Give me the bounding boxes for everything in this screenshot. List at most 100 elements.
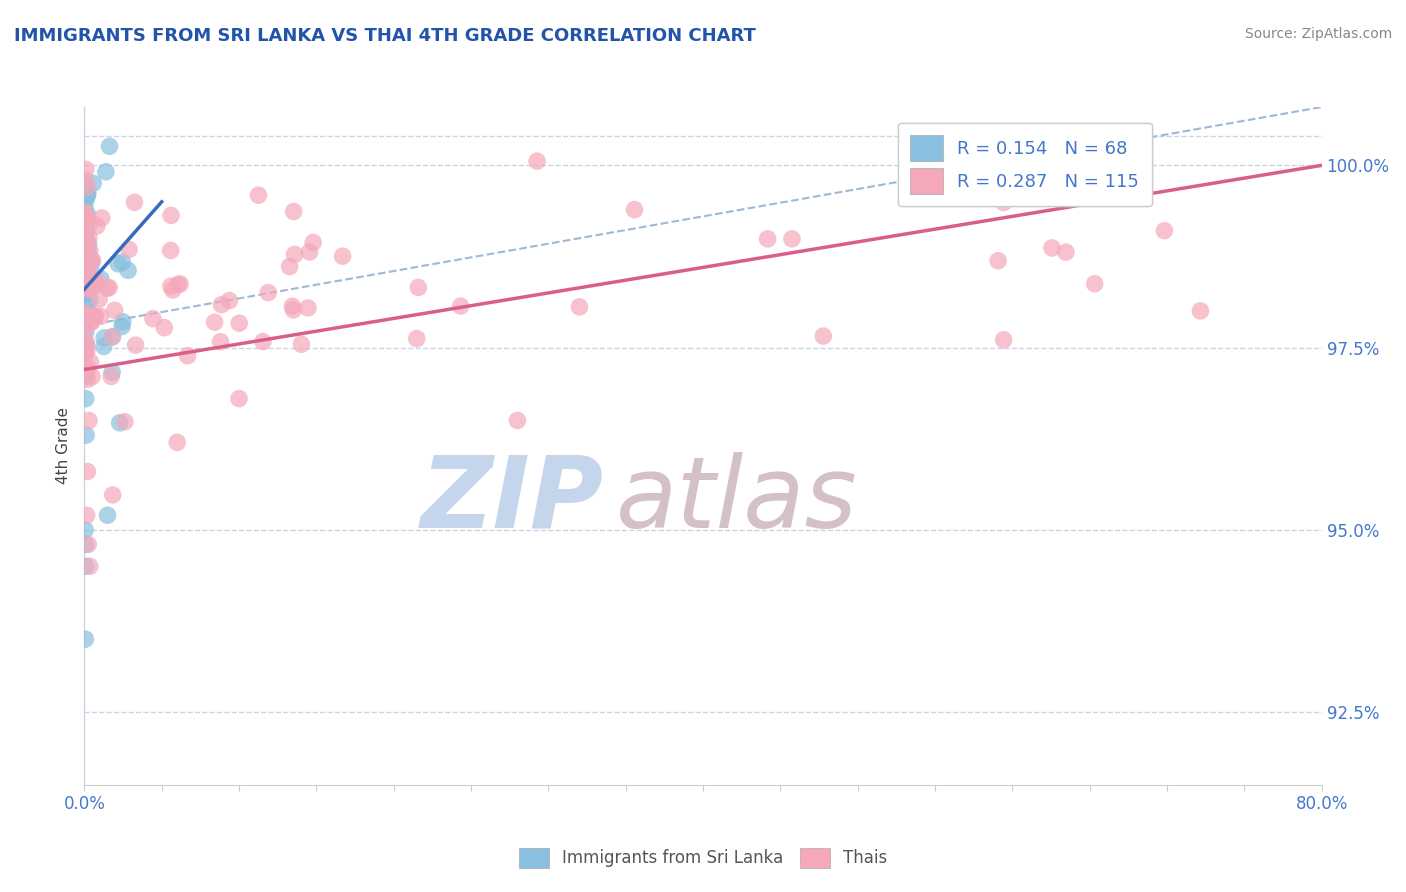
Point [77, 413, 100, 427]
Y-axis label: 4th Grade: 4th Grade [56, 408, 72, 484]
Point [76, 185, 98, 199]
Point [73, 206, 96, 220]
Point [993, 195, 1015, 210]
Point [80, 252, 103, 267]
Point [100, 369, 122, 384]
Point [1078, 150, 1101, 164]
Point [167, 277, 190, 292]
Point [159, 279, 181, 293]
Point [111, 255, 134, 269]
Point [75, 559, 97, 574]
Point [101, 365, 124, 379]
Point [283, 302, 305, 317]
Point [211, 298, 233, 312]
Point [159, 244, 181, 258]
Point [96, 281, 118, 295]
Point [93, 339, 115, 353]
Point [79, 282, 101, 296]
Point [166, 435, 188, 450]
Point [76, 208, 98, 222]
Point [76, 309, 98, 323]
Point [75, 337, 97, 351]
Point [73, 221, 96, 235]
Point [86, 219, 108, 233]
Point [98, 139, 121, 153]
Point [73, 274, 96, 288]
Point [247, 188, 270, 202]
Point [76, 276, 98, 290]
Point [278, 260, 301, 274]
Point [75, 338, 97, 352]
Point [75, 216, 97, 230]
Point [1084, 277, 1107, 291]
Point [75, 229, 97, 244]
Point [73, 201, 96, 215]
Point [107, 257, 129, 271]
Point [76, 508, 98, 523]
Point [76, 293, 98, 308]
Point [75, 229, 97, 244]
Point [80, 255, 103, 269]
Point [82, 272, 104, 286]
Point [93, 331, 115, 345]
Point [290, 337, 312, 351]
Point [79, 260, 101, 275]
Point [756, 232, 779, 246]
Point [101, 330, 124, 344]
Point [114, 415, 136, 429]
Point [73, 232, 96, 246]
Point [75, 212, 97, 227]
Point [97, 508, 120, 523]
Point [82, 369, 104, 384]
Point [257, 285, 280, 300]
Point [142, 311, 165, 326]
Point [75, 190, 97, 204]
Point [75, 259, 97, 273]
Point [75, 162, 97, 177]
Point [987, 253, 1010, 268]
Point [117, 263, 139, 277]
Point [526, 154, 548, 169]
Point [75, 223, 97, 237]
Point [405, 332, 427, 346]
Point [228, 392, 250, 406]
Point [75, 223, 97, 237]
Point [76, 261, 98, 276]
Point [75, 277, 97, 292]
Point [73, 269, 96, 284]
Point [284, 247, 307, 261]
Point [73, 247, 96, 261]
Point [209, 334, 232, 349]
Point [75, 224, 97, 238]
Point [281, 299, 304, 313]
Text: ZIP: ZIP [420, 451, 605, 549]
Point [204, 315, 226, 329]
Point [111, 319, 134, 334]
Point [76, 188, 98, 202]
Text: IMMIGRANTS FROM SRI LANKA VS THAI 4TH GRADE CORRELATION CHART: IMMIGRANTS FROM SRI LANKA VS THAI 4TH GR… [14, 27, 756, 45]
Point [79, 355, 101, 369]
Point [915, 184, 938, 198]
Point [160, 209, 183, 223]
Point [76, 344, 98, 359]
Point [124, 195, 146, 210]
Point [73, 241, 96, 255]
Point [75, 247, 97, 261]
Point [77, 244, 100, 258]
Point [101, 488, 124, 502]
Point [75, 260, 97, 274]
Point [176, 349, 198, 363]
Point [108, 416, 131, 430]
Point [90, 211, 112, 225]
Point [813, 329, 835, 343]
Point [104, 303, 127, 318]
Point [75, 346, 97, 360]
Point [302, 235, 325, 250]
Point [79, 293, 101, 307]
Point [1040, 241, 1063, 255]
Point [75, 369, 97, 384]
Point [83, 310, 105, 324]
Point [568, 300, 591, 314]
Point [111, 315, 134, 329]
Point [76, 240, 98, 254]
